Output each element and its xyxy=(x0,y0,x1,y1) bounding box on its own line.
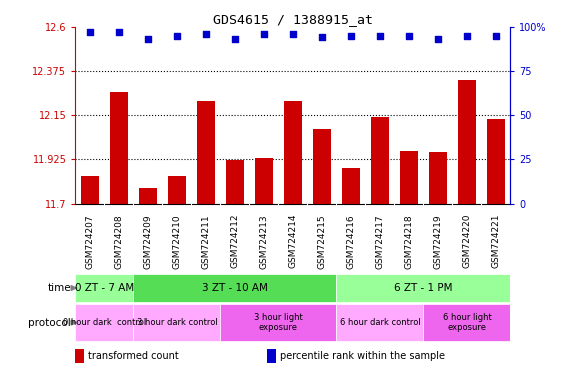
Text: GSM724209: GSM724209 xyxy=(143,214,153,268)
Text: 0 hour dark  control: 0 hour dark control xyxy=(63,318,146,327)
Bar xyxy=(267,349,276,363)
Text: 6 hour dark control: 6 hour dark control xyxy=(339,318,420,327)
Text: 3 ZT - 10 AM: 3 ZT - 10 AM xyxy=(202,283,268,293)
Text: GSM724213: GSM724213 xyxy=(259,214,269,268)
Bar xyxy=(336,274,510,302)
Text: 6 hour light
exposure: 6 hour light exposure xyxy=(443,313,491,332)
Bar xyxy=(313,129,331,204)
Bar xyxy=(75,274,133,302)
Point xyxy=(85,29,95,35)
Point xyxy=(201,31,211,37)
Point xyxy=(143,36,153,42)
Bar xyxy=(168,176,186,204)
Bar xyxy=(429,152,447,204)
Point xyxy=(433,36,443,42)
Bar xyxy=(110,92,128,204)
Bar xyxy=(284,101,302,204)
Point xyxy=(259,31,269,37)
Text: time: time xyxy=(48,283,71,293)
Bar xyxy=(133,274,336,302)
Point xyxy=(375,33,385,39)
Bar xyxy=(133,304,220,341)
Text: GSM724214: GSM724214 xyxy=(288,214,298,268)
Bar xyxy=(197,101,215,204)
Bar xyxy=(81,176,99,204)
Bar xyxy=(423,304,510,341)
Text: GSM724211: GSM724211 xyxy=(201,214,211,268)
Bar xyxy=(75,349,84,363)
Bar xyxy=(75,304,133,341)
Bar xyxy=(255,158,273,204)
Point xyxy=(114,29,124,35)
Point xyxy=(172,33,182,39)
Bar xyxy=(226,161,244,204)
Text: GSM724212: GSM724212 xyxy=(230,214,240,268)
Point xyxy=(346,33,356,39)
Text: GSM724207: GSM724207 xyxy=(85,214,95,268)
Title: GDS4615 / 1388915_at: GDS4615 / 1388915_at xyxy=(213,13,373,26)
Text: GSM724221: GSM724221 xyxy=(491,214,501,268)
Point xyxy=(491,33,501,39)
Text: 3 hour dark control: 3 hour dark control xyxy=(136,318,218,327)
Bar xyxy=(400,151,418,204)
Point xyxy=(404,33,414,39)
Bar xyxy=(336,304,423,341)
Text: transformed count: transformed count xyxy=(88,351,179,361)
Text: GSM724216: GSM724216 xyxy=(346,214,356,268)
Text: GSM724208: GSM724208 xyxy=(114,214,124,268)
Bar xyxy=(139,188,157,204)
Point xyxy=(230,36,240,42)
Text: percentile rank within the sample: percentile rank within the sample xyxy=(280,351,444,361)
Point xyxy=(462,33,472,39)
Text: GSM724210: GSM724210 xyxy=(172,214,182,268)
Text: GSM724219: GSM724219 xyxy=(433,214,443,268)
Text: 3 hour light
exposure: 3 hour light exposure xyxy=(254,313,303,332)
Bar xyxy=(371,117,389,204)
Point xyxy=(317,35,327,41)
Text: GSM724220: GSM724220 xyxy=(462,214,472,268)
Bar xyxy=(220,304,336,341)
Text: protocol: protocol xyxy=(28,318,71,328)
Text: 0 ZT - 7 AM: 0 ZT - 7 AM xyxy=(75,283,134,293)
Point xyxy=(288,31,298,37)
Text: GSM724215: GSM724215 xyxy=(317,214,327,268)
Bar xyxy=(458,80,476,204)
Text: GSM724218: GSM724218 xyxy=(404,214,414,268)
Text: GSM724217: GSM724217 xyxy=(375,214,385,268)
Bar xyxy=(342,168,360,204)
Text: 6 ZT - 1 PM: 6 ZT - 1 PM xyxy=(394,283,452,293)
Bar xyxy=(487,119,505,204)
